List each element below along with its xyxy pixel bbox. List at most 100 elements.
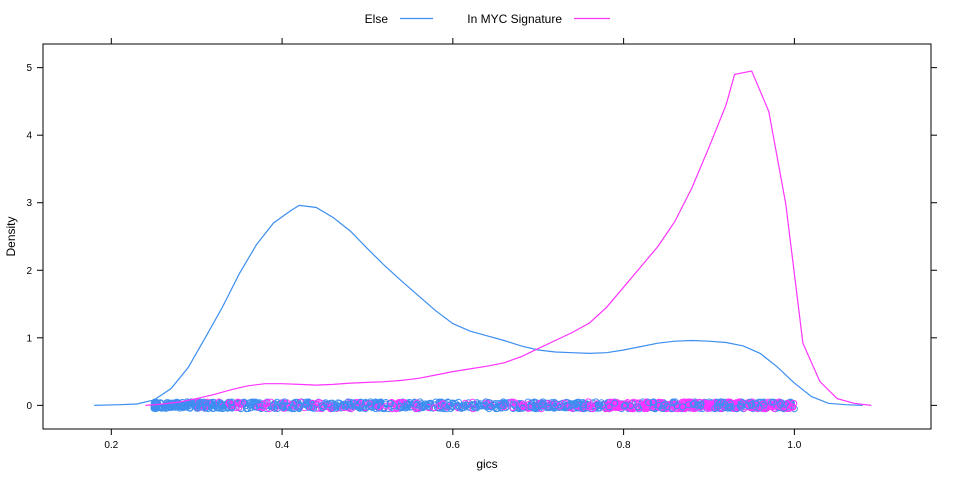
y-tick-label: 2 (26, 266, 32, 277)
rug-point-else (447, 405, 455, 412)
rug-point-else (663, 403, 671, 410)
rug-point-myc (706, 400, 714, 408)
rug-point-else (611, 399, 619, 407)
x-tick-label: 0.8 (617, 440, 631, 451)
rug-point-else (464, 401, 471, 409)
rug-point-else (563, 402, 571, 410)
rug-point-else (198, 399, 206, 407)
rug-point-myc (588, 405, 596, 413)
density-line-myc-signature (145, 70, 872, 406)
rug-point-else (207, 399, 215, 407)
rug-point-else (627, 402, 634, 410)
rug-point-else (377, 398, 385, 406)
rug-point-else (579, 401, 587, 409)
rug-point-else (202, 404, 210, 412)
rug-point-else (443, 405, 451, 413)
rug-point-myc (308, 403, 316, 411)
rug-point-else (212, 402, 220, 410)
rug-point-else (551, 403, 559, 411)
x-tick-label: 1.0 (787, 440, 801, 451)
rug-point-myc (519, 400, 527, 408)
rug-point-else (714, 398, 721, 406)
rug-point-else (390, 402, 398, 410)
x-axis-title: gics (476, 457, 497, 471)
rug-point-else (498, 402, 506, 410)
rug-point-else (655, 402, 663, 409)
rug-point-else (531, 403, 539, 411)
rug-point-else (510, 401, 518, 409)
rug-point-else (726, 403, 734, 411)
rug-point-else (349, 399, 357, 407)
rug-point-else (748, 401, 755, 408)
rug-point-else (332, 401, 340, 409)
rug-point-else (679, 403, 687, 411)
rug-point-else (482, 401, 489, 409)
rug-point-myc (650, 402, 658, 410)
rug-point-else (269, 401, 277, 409)
rug-point-else (737, 403, 745, 411)
rug-point-else (425, 403, 433, 410)
rug-point-else (310, 404, 317, 412)
rug-point-else (622, 401, 629, 409)
rug-point-myc (642, 400, 650, 408)
rug-point-else (319, 403, 327, 411)
rug-point-else (228, 403, 236, 411)
rug-point-else (456, 404, 464, 412)
rug-point-else (721, 404, 729, 412)
rug-point-else (574, 404, 582, 412)
rug-points (150, 398, 798, 413)
rug-point-myc (436, 402, 444, 410)
rug-point-else (781, 400, 789, 408)
rug-point-else (492, 405, 500, 413)
rug-point-else (599, 402, 607, 410)
rug-point-else (767, 398, 775, 406)
rug-point-else (770, 398, 777, 406)
rug-point-else (171, 401, 178, 409)
x-tick-label: 0.2 (104, 440, 118, 451)
y-tick-label: 1 (26, 333, 32, 344)
rug-point-else (255, 401, 263, 409)
rug-point-myc (788, 403, 796, 411)
rug-point-else (689, 401, 697, 408)
x-tick-label: 0.6 (446, 440, 460, 451)
density-lines (94, 70, 872, 406)
y-tick-label: 4 (26, 131, 32, 142)
rug-point-else (635, 405, 643, 413)
rug-point-else (425, 400, 433, 408)
rug-point-else (166, 400, 174, 408)
rug-point-else (579, 404, 587, 412)
rug-point-else (334, 399, 342, 407)
rug-point-else (357, 398, 365, 406)
rug-point-else (417, 400, 425, 408)
rug-point-myc (511, 399, 519, 407)
rug-point-else (191, 402, 199, 410)
rug-point-myc (584, 398, 592, 406)
rug-point-else (472, 403, 480, 411)
rug-point-else (402, 403, 410, 411)
rug-point-else (193, 404, 201, 412)
rug-point-else (202, 399, 210, 407)
rug-point-else (725, 403, 732, 411)
rug-point-else (413, 401, 421, 409)
rug-point-else (301, 401, 309, 409)
y-tick-label: 3 (26, 198, 32, 209)
y-tick-label: 5 (26, 63, 32, 74)
rug-point-else (533, 403, 540, 411)
rug-point-else (649, 404, 657, 412)
rug-point-else (241, 398, 249, 406)
rug-point-else (247, 404, 255, 412)
rug-point-else (361, 405, 369, 413)
rug-point-myc (263, 399, 271, 406)
rug-point-else (733, 405, 741, 413)
rug-point-else (726, 400, 734, 408)
rug-point-else (780, 404, 788, 412)
legend-label: Else (365, 12, 389, 26)
rug-point-else (574, 400, 582, 408)
rug-point-else (325, 401, 333, 409)
rug-point-else (227, 399, 235, 407)
y-axis-title: Density (4, 216, 18, 256)
rug-point-else (457, 402, 465, 410)
x-tick-label: 0.4 (275, 440, 289, 451)
rug-point-else (329, 405, 336, 412)
rug-point-else (760, 401, 768, 409)
